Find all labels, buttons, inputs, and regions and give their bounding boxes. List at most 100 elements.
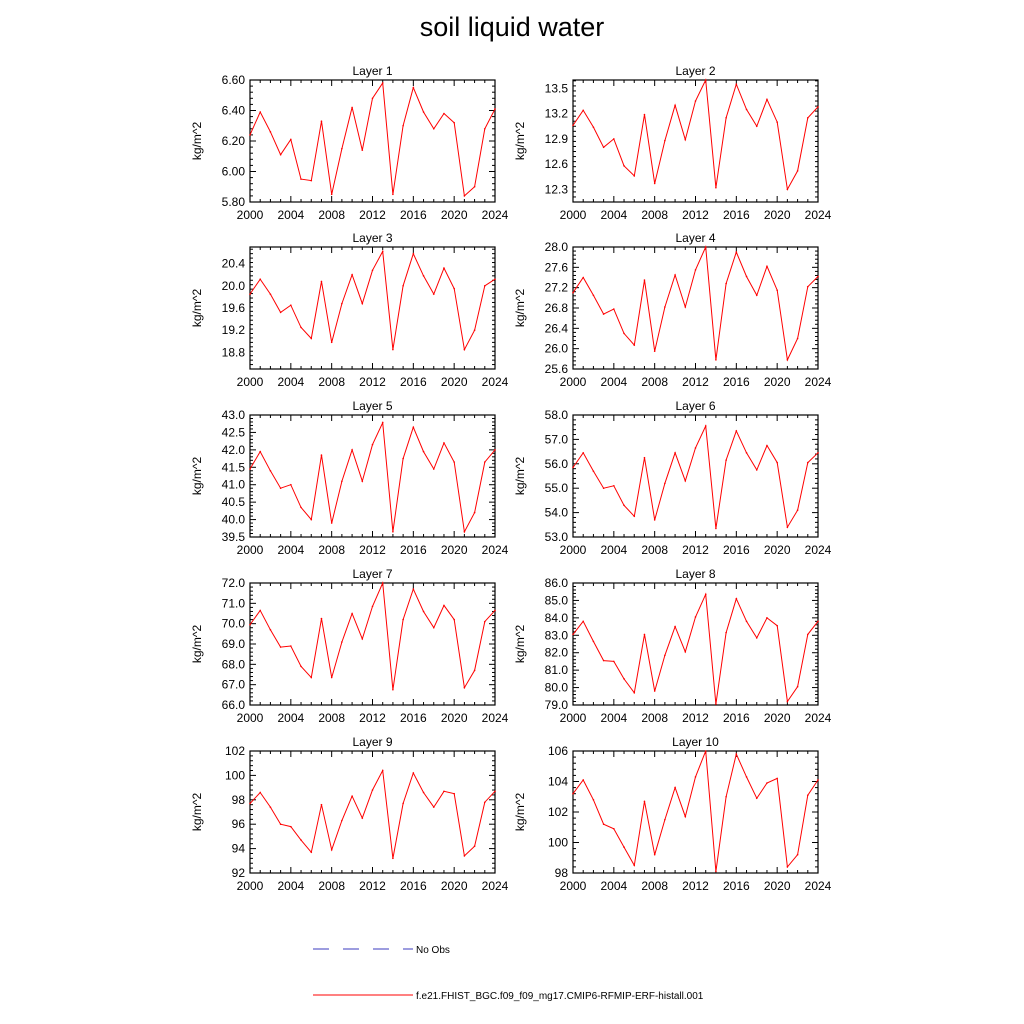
series-line-layer-4: [572, 245, 819, 362]
x-tick-label: 2024: [482, 711, 509, 725]
x-tick-label: 2008: [641, 375, 668, 389]
data-point-layer-2: [776, 121, 778, 123]
x-tick-label: 2008: [318, 375, 345, 389]
x-tick-label: 2008: [641, 879, 668, 893]
x-tick-label: 2020: [764, 543, 791, 557]
data-point-layer-3: [310, 337, 313, 340]
data-point-layer-4: [715, 359, 717, 361]
data-point-layer-9: [422, 791, 425, 794]
data-point-layer-3: [412, 252, 415, 255]
data-point-layer-9: [392, 857, 394, 860]
data-point-layer-7: [483, 620, 486, 623]
data-point-layer-3: [371, 269, 374, 272]
data-point-layer-10: [643, 800, 646, 803]
data-point-layer-6: [796, 509, 799, 511]
data-point-layer-1: [330, 193, 333, 196]
data-point-layer-1: [453, 121, 455, 124]
data-point-layer-3: [381, 250, 384, 253]
data-point-layer-9: [494, 790, 496, 793]
plot-frame-layer-5: [249, 414, 496, 538]
data-point-layer-4: [704, 246, 707, 248]
data-point-layer-3: [432, 293, 435, 295]
x-tick-label: 2024: [482, 208, 509, 222]
x-tick-label: 2000: [560, 879, 587, 893]
y-tick-label: 72.0: [222, 576, 246, 590]
data-point-layer-1: [432, 128, 435, 130]
data-point-layer-8: [602, 659, 605, 662]
x-tick-label: 2008: [318, 208, 345, 222]
data-point-layer-3: [320, 280, 323, 283]
y-axis-label-layer-6: kg/m^2: [513, 457, 527, 496]
data-point-layer-4: [776, 289, 778, 292]
data-point-layer-5: [453, 461, 455, 463]
data-point-layer-2: [766, 98, 768, 101]
x-tick-label: 2012: [359, 711, 386, 725]
x-tick-label: 2016: [723, 879, 750, 893]
data-point-layer-6: [602, 487, 605, 490]
data-point-layer-2: [623, 165, 625, 167]
y-tick-label: 104: [548, 775, 568, 789]
y-tick-label: 82.0: [545, 646, 569, 660]
data-point-layer-1: [483, 128, 486, 130]
series-line-layer-10: [572, 750, 819, 872]
data-point-layer-8: [582, 620, 585, 623]
data-point-layer-7: [392, 688, 394, 691]
data-point-layer-4: [582, 276, 585, 279]
x-tick-label: 2020: [764, 375, 791, 389]
data-point-layer-2: [755, 125, 758, 128]
x-tick-label: 2020: [764, 879, 791, 893]
data-point-layer-6: [633, 515, 636, 518]
data-point-layer-1: [402, 124, 404, 127]
data-point-layer-4: [602, 313, 605, 315]
data-point-layer-1: [422, 111, 425, 113]
data-point-layer-5: [300, 506, 302, 509]
data-point-layer-2: [572, 124, 574, 127]
data-point-layer-7: [249, 623, 251, 626]
x-tick-label: 2004: [600, 879, 627, 893]
x-tick-label: 2000: [237, 375, 264, 389]
data-point-layer-6: [694, 447, 697, 449]
data-point-layer-10: [786, 866, 789, 868]
x-tick-label: 2000: [560, 711, 587, 725]
y-tick-label: 70.0: [222, 617, 246, 631]
data-point-layer-3: [341, 302, 343, 305]
data-point-layer-6: [592, 470, 595, 472]
y-tick-label: 53.0: [545, 530, 569, 544]
data-point-layer-5: [422, 450, 425, 453]
data-point-layer-1: [412, 86, 415, 89]
data-point-layer-2: [582, 109, 585, 112]
data-point-layer-7: [320, 617, 323, 620]
data-point-layer-8: [766, 617, 768, 619]
data-point-layer-2: [796, 170, 799, 172]
y-tick-label: 67.0: [222, 678, 246, 692]
x-tick-label: 2020: [764, 711, 791, 725]
y-tick-label: 42.5: [222, 425, 246, 439]
data-point-layer-10: [633, 864, 636, 867]
panel-title-layer-7: Layer 7: [352, 567, 392, 581]
data-point-layer-8: [694, 616, 697, 618]
data-point-layer-9: [341, 819, 343, 822]
data-point-layer-7: [330, 676, 333, 679]
x-tick-label: 2020: [764, 208, 791, 222]
y-tick-label: 79.0: [545, 698, 569, 712]
x-tick-label: 2016: [400, 208, 427, 222]
y-tick-label: 98: [555, 866, 569, 880]
data-point-layer-7: [361, 638, 364, 640]
y-tick-label: 100: [225, 768, 245, 782]
data-point-layer-4: [817, 275, 819, 278]
data-point-layer-1: [310, 179, 313, 182]
x-tick-label: 2004: [600, 375, 627, 389]
data-point-layer-1: [361, 149, 364, 151]
x-tick-label: 2004: [600, 208, 627, 222]
x-tick-label: 2008: [318, 711, 345, 725]
data-point-layer-8: [725, 631, 727, 634]
data-point-layer-6: [704, 425, 707, 427]
data-point-layer-6: [715, 527, 717, 530]
y-tick-label: 83.0: [545, 628, 569, 642]
data-point-layer-10: [776, 777, 778, 780]
data-point-layer-4: [786, 359, 789, 361]
data-point-layer-9: [453, 792, 455, 795]
data-point-layer-10: [664, 818, 666, 821]
plot-frame-layer-4: [572, 246, 819, 370]
data-point-layer-7: [381, 582, 384, 584]
